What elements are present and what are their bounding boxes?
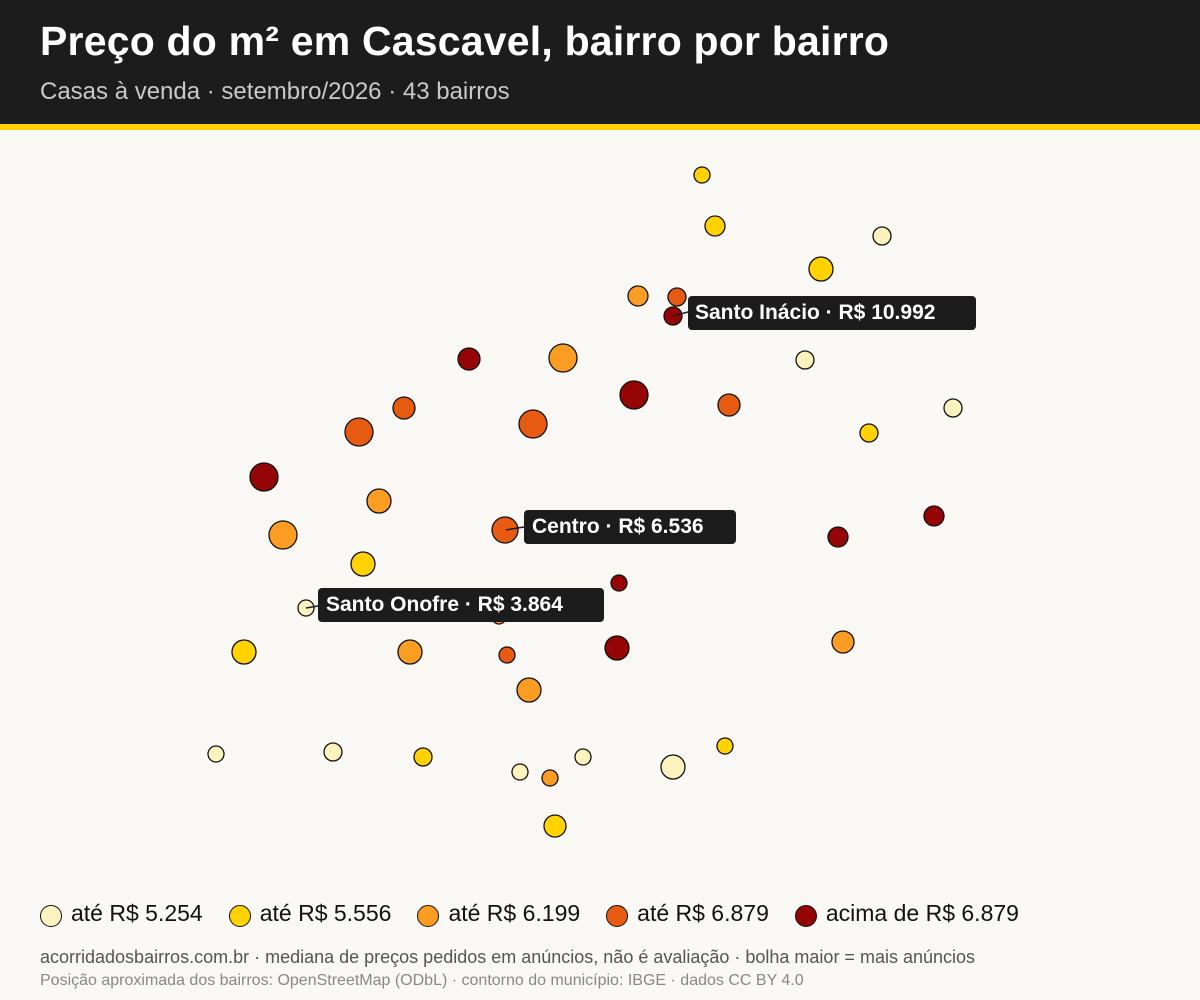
neighborhood-bubble [516, 677, 542, 703]
neighborhood-bubble [667, 287, 687, 307]
callout-box [318, 588, 604, 622]
neighborhood-bubble [610, 574, 628, 592]
neighborhood-bubble [795, 350, 815, 370]
legend-swatch-icon [794, 905, 817, 927]
neighborhood-bubble [323, 742, 343, 762]
header: Preço do m² em Cascavel, bairro por bair… [0, 0, 1200, 130]
neighborhood-bubble [943, 398, 963, 418]
callout-santo-onofre: Santo Onofre · R$ 3.864 [305, 588, 604, 622]
neighborhood-bubble [660, 754, 686, 780]
callout-leader [305, 605, 319, 609]
neighborhood-bubble [344, 417, 374, 447]
neighborhood-bubble [831, 630, 855, 654]
legend-item: acima de R$ 6.879 [794, 899, 1019, 927]
footer-credits: Posição aproximada dos bairros: OpenStre… [40, 972, 804, 989]
neighborhood-bubble [717, 393, 741, 417]
callout-label: Centro · R$ 6.536 [532, 515, 704, 538]
callouts-layer: Santo Inácio · R$ 10.992 Centro · R$ 6.5… [305, 296, 976, 622]
callout-centro: Centro · R$ 6.536 [505, 510, 736, 544]
legend-swatch-icon [40, 905, 62, 927]
neighborhood-bubble [457, 347, 481, 371]
legend-label: até R$ 5.254 [71, 899, 203, 926]
neighborhood-bubble [541, 769, 559, 787]
page-subtitle: Casas à venda · setembro/2026 · 43 bairr… [40, 78, 510, 105]
legend-swatch-icon [228, 905, 251, 927]
footer-source: acorridadosbairros.com.br · mediana de p… [40, 947, 976, 967]
neighborhood-bubble [392, 396, 416, 420]
neighborhood-bubble [543, 814, 567, 838]
legend-item: até R$ 6.879 [606, 899, 769, 927]
callout-label: Santo Onofre · R$ 3.864 [326, 593, 563, 616]
neighborhood-bubble [859, 423, 879, 443]
neighborhood-bubble [716, 737, 734, 755]
neighborhood-bubble [923, 505, 945, 527]
neighborhood-bubble [548, 343, 578, 373]
neighborhood-bubble [268, 520, 298, 550]
legend-item: até R$ 6.199 [417, 899, 580, 927]
callout-box [524, 510, 736, 544]
neighborhood-bubble [872, 226, 892, 246]
neighborhood-bubble [231, 639, 257, 665]
legend-label: até R$ 5.556 [259, 899, 392, 926]
neighborhood-bubble [366, 488, 392, 514]
legend-item: até R$ 5.556 [228, 899, 392, 927]
neighborhood-bubble [491, 516, 519, 544]
callout-label: Santo Inácio · R$ 10.992 [695, 301, 935, 324]
legend-label: até R$ 6.879 [637, 899, 769, 926]
neighborhood-bubble-map: Santo Inácio · R$ 10.992 Centro · R$ 6.5… [207, 166, 976, 838]
neighborhood-bubble [249, 462, 279, 492]
neighborhood-bubble [397, 639, 423, 665]
legend-label: até R$ 6.199 [448, 899, 581, 926]
legend: até R$ 5.254 até R$ 5.556 até R$ 6.199 a… [40, 896, 1045, 930]
neighborhood-bubble [808, 256, 834, 282]
neighborhood-bubble [350, 551, 376, 577]
neighborhood-bubble [413, 747, 433, 767]
neighborhood-bubble [518, 409, 548, 439]
neighborhood-bubble [619, 380, 649, 410]
neighborhood-bubble [511, 763, 529, 781]
neighborhood-bubble [498, 646, 516, 664]
legend-swatch-icon [417, 905, 440, 927]
callout-leader [672, 311, 689, 317]
bubbles-layer [207, 166, 963, 838]
neighborhood-bubble [704, 215, 726, 237]
callout-santo-inacio: Santo Inácio · R$ 10.992 [672, 296, 976, 330]
legend-label: acima de R$ 6.879 [825, 899, 1019, 926]
neighborhood-bubble [604, 635, 630, 661]
legend-swatch-icon [606, 905, 629, 927]
neighborhood-bubble [827, 526, 849, 548]
neighborhood-bubble [693, 166, 711, 184]
page-title: Preço do m² em Cascavel, bairro por bair… [40, 18, 890, 64]
neighborhood-bubble [627, 285, 649, 307]
callout-box [688, 296, 976, 330]
neighborhood-bubble [574, 748, 592, 766]
legend-item: até R$ 5.254 [40, 899, 203, 927]
callout-leader [505, 526, 525, 531]
neighborhood-bubble [207, 745, 225, 763]
